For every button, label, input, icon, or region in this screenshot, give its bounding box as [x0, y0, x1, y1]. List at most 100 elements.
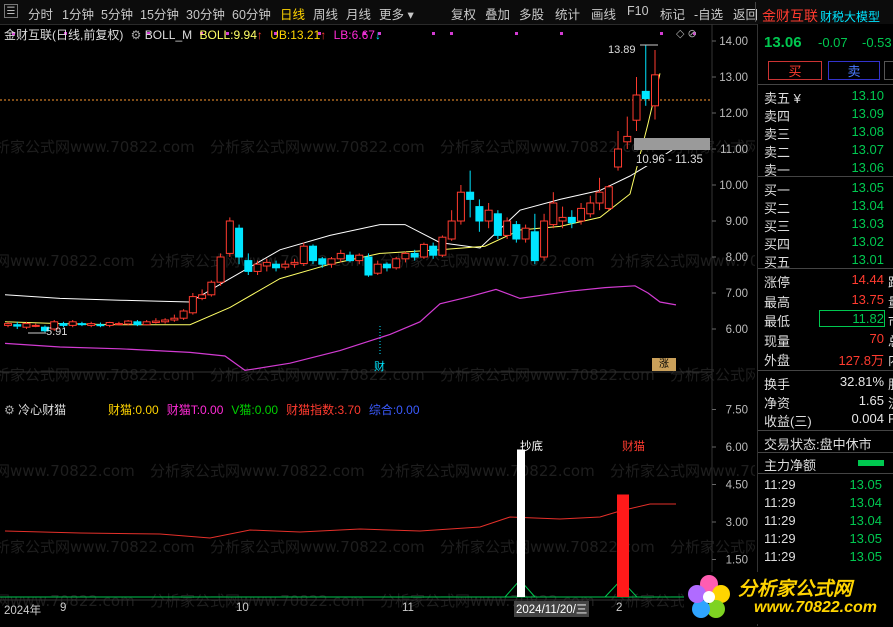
ask-level[interactable]: 卖三 13.08 [764, 124, 889, 142]
sell-button[interactable]: 卖 [828, 61, 880, 80]
watermark-text: 分析家公式网www.70822.com [610, 462, 755, 480]
bid-level[interactable]: 买二 13.04 [764, 198, 889, 216]
stat-row-value: 11.82 [819, 310, 885, 327]
period-tab-15min[interactable]: 15分钟 [140, 8, 179, 22]
tool-stats-button[interactable]: 统计 [555, 8, 581, 22]
caimao-signal-label: 财猫 [622, 441, 645, 453]
signal-dot [147, 32, 150, 35]
period-tab-more[interactable]: 更多 ▾ [379, 8, 414, 22]
bid-level-label: 买三 [764, 219, 791, 234]
period-tab-5min[interactable]: 5分钟 [101, 8, 133, 22]
period-tab-daily[interactable]: 日线 [280, 8, 306, 22]
net-flow-bar [858, 460, 884, 466]
period-tab-weekly[interactable]: 周线 [313, 8, 339, 22]
ask-level[interactable]: 卖二 13.07 [764, 142, 889, 160]
bid-level-label: 买二 [764, 201, 791, 216]
candle-body [244, 260, 253, 272]
candle-body [299, 245, 308, 264]
stat-row-suffix: 总 [888, 331, 893, 350]
boll-lines [4, 73, 677, 372]
tool-draw-button[interactable]: 画线 [591, 8, 617, 22]
bid-level[interactable]: 买四 13.02 [764, 234, 889, 252]
divider [758, 176, 893, 177]
range-box [634, 138, 710, 150]
settings-icon[interactable]: ⚙ [4, 403, 15, 417]
period-tab-fenshi[interactable]: 分时 [28, 8, 54, 22]
ask-level[interactable]: 卖四 13.09 [764, 106, 889, 124]
tool-mark-button[interactable]: 标记 [660, 8, 686, 22]
stat-row-label: 最高 [764, 294, 791, 310]
kline-chart-area[interactable]: 分析家公式网www.70822.com 分析家公式网www.70822.com 分析… [0, 24, 885, 624]
candle-body [493, 213, 502, 236]
stat-row[interactable]: 净资 1.65流 [764, 393, 893, 411]
tick-time: 11:29 [764, 549, 796, 564]
stat-row[interactable]: 外盘 127.8万内 [764, 350, 893, 368]
tool-multistock-button[interactable]: 多股 [519, 8, 545, 22]
watermark-text: 分析家公式网www.70822.com [150, 592, 365, 610]
buy-button[interactable]: 买 [768, 61, 822, 80]
candle-body [309, 245, 318, 262]
period-tab-1min[interactable]: 1分钟 [62, 8, 94, 22]
stat-row[interactable]: 现量 70总 [764, 331, 893, 349]
period-tab-monthly[interactable]: 月线 [346, 8, 372, 22]
price-axis-label: 9.00 [726, 216, 748, 228]
price-axis-label: 10.00 [719, 180, 748, 192]
boll-upper-line [4, 146, 677, 303]
candle-body [419, 243, 428, 258]
candle-body [87, 323, 96, 326]
stat-row[interactable]: 换手 32.81% 股 [764, 374, 893, 392]
ask-level[interactable]: 卖五 ¥ 13.10 [764, 88, 889, 106]
tool-f10-button[interactable]: F10 [627, 4, 649, 18]
trade-status: 交易状态:盘中休市 [764, 437, 872, 452]
stat-row-label: 换手 [764, 377, 791, 392]
ask-level[interactable]: 卖一 13.06 [764, 160, 889, 178]
stat-row-suffix: P [888, 411, 893, 426]
stat-row[interactable]: 最低 11.82市 [764, 310, 893, 329]
price-axis: 14.00 13.00 12.00 11.00 10.00 9.00 8.00 7.00 6.0… [712, 36, 748, 567]
tool-overlay-button[interactable]: 叠加 [485, 8, 511, 22]
bid-level[interactable]: 买三 13.03 [764, 216, 889, 234]
period-tab-30min[interactable]: 30分钟 [186, 8, 225, 22]
settings-icon[interactable]: ⚙ [130, 28, 142, 42]
stat-row-value: 127.8万 [838, 353, 884, 368]
chart-option-icons[interactable]: ◇ ⊘ [676, 28, 697, 40]
candle-body [438, 236, 447, 256]
stat-row[interactable]: 收益(三) 0.004 P [764, 411, 893, 429]
indicator-name[interactable]: BOLL_M [144, 28, 193, 42]
stat-row[interactable]: 涨停 14.44 跌 [764, 272, 893, 290]
tick-price: 13.04 [849, 513, 882, 528]
panel-scroll-handle[interactable] [884, 61, 893, 80]
tool-back-button[interactable]: 返回 [733, 8, 759, 22]
watermark-text: 分析家公式网www.70822.com [440, 138, 655, 156]
cursor-date-label: 2024/11/20/三 [514, 601, 590, 617]
chevron-down-icon: ▾ [404, 8, 414, 22]
app-menu-icon[interactable]: ☰ [4, 4, 18, 18]
candle-body [364, 256, 373, 276]
stat-row-suffix: 市 [888, 311, 893, 330]
period-tab-60min[interactable]: 60分钟 [232, 8, 271, 22]
sub-axis-label: 7.50 [726, 405, 748, 417]
watermark-text: 分析家公式网www.70822.com [210, 138, 425, 156]
boll-lower-line [4, 285, 677, 372]
signal-dot [450, 32, 453, 35]
candle-body [31, 324, 40, 327]
tool-watchlist-button[interactable]: -自选 [694, 8, 724, 22]
divider [758, 84, 893, 85]
stat-row-value: 0.004 [851, 411, 884, 426]
ask-level-value: 13.06 [851, 160, 884, 175]
bid-level[interactable]: 买一 13.05 [764, 180, 889, 198]
candle-body [142, 321, 151, 326]
watermark-text: 分析家公式网www.70822.com [440, 366, 655, 384]
sub-value-item: 财猫:0.00 [108, 403, 159, 417]
ask-level-label: 卖五 ¥ [764, 91, 801, 106]
tick-time: 11:29 [764, 495, 796, 510]
bid-level[interactable]: 买五 13.01 [764, 252, 889, 270]
stat-row-label: 收益(三) [764, 414, 812, 429]
sub-indicator-name[interactable]: 冷心财猫 [18, 403, 67, 417]
candle-body [345, 254, 354, 262]
caimao-signal-bar [617, 494, 629, 597]
candle-body [641, 90, 650, 100]
stat-row[interactable]: 最高 13.75量 [764, 292, 893, 310]
candle-body [466, 191, 475, 200]
tool-fuquan-button[interactable]: 复权 [451, 8, 477, 22]
